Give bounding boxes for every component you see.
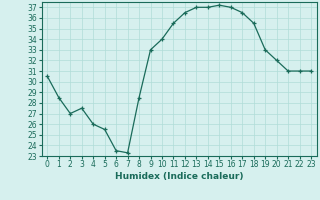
X-axis label: Humidex (Indice chaleur): Humidex (Indice chaleur)	[115, 172, 244, 181]
